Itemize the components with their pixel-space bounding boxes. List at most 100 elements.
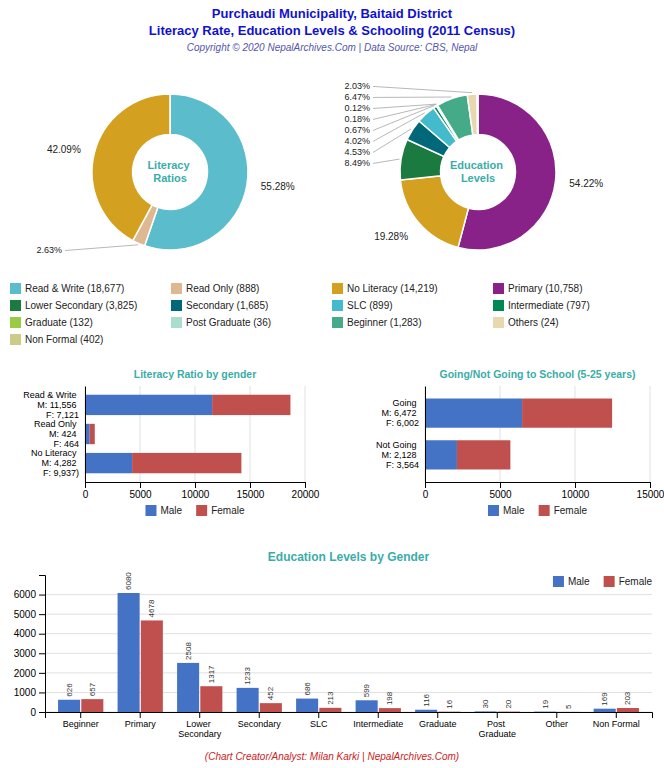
text-line: Lower (186, 719, 213, 729)
legend-item: No Literacy (14,219) (332, 283, 438, 294)
tick-label: 20000 (292, 489, 320, 500)
text-line: Read Only (34, 419, 79, 429)
tick-label: SLC (310, 719, 328, 729)
bars (425, 399, 612, 470)
legend-label: Female (619, 576, 653, 587)
legend-swatch (332, 283, 343, 294)
grid-line (305, 386, 306, 482)
bar (498, 711, 520, 712)
data-labels: 6266080250812336865991163019169657467813… (65, 572, 633, 709)
tick-mark (378, 712, 379, 718)
tick: 10000 (562, 482, 590, 500)
tick: Going M: 6,472 F: 6,002 (381, 398, 425, 428)
tick-label: Graduate (419, 719, 457, 729)
tick-mark (39, 692, 45, 693)
tick: Intermediate (353, 712, 403, 729)
bar (212, 395, 290, 415)
tick-mark (305, 482, 306, 488)
legend-label: Secondary (1,685) (186, 300, 268, 311)
data-label: 4.53% (344, 147, 370, 157)
data-label: 55.28% (261, 181, 295, 192)
axis-line (426, 483, 651, 489)
grid-line (425, 386, 426, 482)
tick: 4000 (14, 628, 45, 639)
tick-label: 10000 (562, 489, 590, 500)
legend-swatch (10, 317, 21, 328)
text-line: Going (392, 398, 419, 408)
bar (260, 703, 282, 712)
tick: 5000 (129, 482, 152, 500)
bar (425, 440, 457, 469)
bar (81, 699, 103, 712)
tick: 1000 (14, 687, 45, 698)
axis-line (86, 483, 306, 489)
tick: Graduate (419, 712, 457, 729)
tick-label: 3000 (14, 648, 37, 659)
data-label: 5 (564, 704, 573, 709)
text-line: Beginner (63, 719, 99, 729)
data-label: 657 (88, 682, 97, 696)
leader-line (373, 106, 434, 131)
legend-swatch (488, 505, 499, 516)
legend-item: Secondary (1,685) (171, 300, 268, 311)
axis-line (85, 387, 86, 483)
legend-label: Lower Secondary (3,825) (25, 300, 137, 311)
text-line: Other (546, 719, 569, 729)
tick-mark (318, 712, 319, 718)
legend-swatch (171, 317, 182, 328)
tick-mark (39, 634, 45, 635)
category-axis: Going M: 6,472 F: 6,002Not Going M: 2,12… (376, 387, 426, 483)
bar (200, 686, 222, 712)
tick-mark (616, 712, 617, 718)
text-line: Secondary (178, 729, 222, 739)
data-label: 30 (481, 699, 490, 708)
legend-swatch (10, 283, 21, 294)
tick-mark (39, 673, 45, 674)
data-label: 1233 (243, 667, 252, 685)
title: Purchaudi Municipality, Baitaid District (212, 6, 453, 21)
text-line: Levels (461, 172, 495, 184)
legend-swatch (10, 334, 21, 345)
tick: Secondary (238, 712, 282, 729)
tick-mark (650, 482, 651, 488)
leader-line (373, 97, 451, 98)
bar (85, 395, 212, 415)
tick-label: Going M: 6,472 F: 6,002 (381, 398, 419, 428)
bar (522, 399, 612, 428)
leader-line (373, 129, 411, 152)
data-label: 2.63% (36, 245, 62, 255)
text-line: M: 6,472 (381, 408, 419, 418)
tick-mark (39, 595, 45, 596)
legend-item: Female (196, 505, 245, 516)
leader-line (65, 245, 138, 251)
figure: Purchaudi Municipality, Baitaid District… (0, 0, 664, 768)
leader-line (373, 159, 399, 163)
tick-label: 10000 (182, 489, 210, 500)
tick: 2000 (14, 668, 45, 679)
legend-label: Read Only (888) (186, 283, 259, 294)
tick-mark (39, 653, 45, 654)
grid (85, 386, 305, 482)
legend-label: Male (160, 505, 182, 516)
data-label: 116 (422, 693, 431, 706)
bar (475, 711, 497, 712)
text-line: Post (487, 719, 508, 729)
legend-label: Graduate (132) (25, 317, 93, 328)
data-label: 8.49% (344, 158, 370, 168)
legend-item: Non Formal (402) (10, 334, 103, 345)
tick-mark (39, 712, 45, 713)
grid-line (650, 386, 651, 482)
text-line: Read & Write (23, 390, 79, 400)
tick-mark (199, 712, 200, 718)
data-label: 42.09% (47, 144, 81, 155)
data-label: 6.47% (344, 92, 370, 102)
legend: MaleFemale (553, 576, 652, 587)
data-label: 19.28% (374, 231, 408, 242)
tick-mark (437, 712, 438, 718)
text-line: Secondary (238, 719, 282, 729)
tick-label: 6000 (14, 589, 37, 600)
data-label: 452 (266, 686, 275, 700)
legend-swatch (332, 317, 343, 328)
tick-label: 15000 (637, 489, 664, 500)
axis-line (46, 713, 653, 719)
